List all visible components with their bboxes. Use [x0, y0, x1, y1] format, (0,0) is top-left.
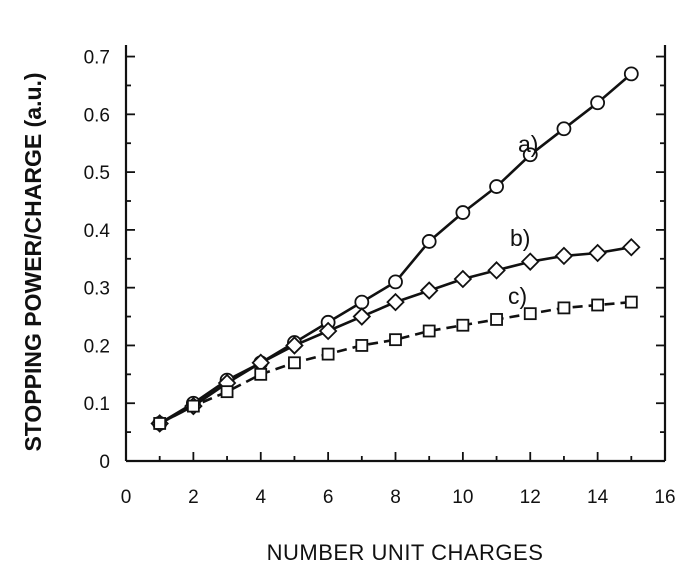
series-labels: a) b) c) — [508, 131, 538, 309]
series-2-point-13 — [554, 246, 574, 266]
series-3-point-8 — [389, 333, 402, 347]
y-tick-label: 0.7 — [84, 48, 110, 69]
series-3-point-1 — [153, 417, 167, 430]
series-1-point-14 — [590, 95, 606, 111]
series-1-point-12 — [522, 147, 538, 163]
y-tick-label: 0.5 — [84, 163, 110, 184]
x-tick-label: 6 — [323, 487, 334, 508]
series-3-point-5 — [288, 356, 301, 370]
x-tick-label: 2 — [188, 487, 199, 508]
y-tick-label: 0.3 — [84, 279, 110, 300]
series-2-point-9 — [419, 281, 439, 300]
x-tick-label: 8 — [390, 487, 401, 508]
x-tick-label: 12 — [520, 487, 541, 508]
series-2-point-7 — [352, 307, 372, 326]
y-axis-title: STOPPING POWER/CHARGE (a.u.) — [20, 72, 46, 451]
series-2-point-15 — [622, 237, 641, 257]
series-2-point-6 — [318, 321, 338, 341]
series-1-point-10 — [455, 205, 471, 220]
x-tick-label: 14 — [587, 487, 609, 508]
series-1-point-7 — [354, 294, 370, 310]
series-3-point-10 — [456, 318, 470, 332]
series-1-point-8 — [388, 274, 403, 290]
y-tick-label: 0.2 — [84, 336, 110, 357]
series-3-point-14 — [591, 298, 605, 312]
series-3-point-15 — [624, 295, 638, 309]
x-axis-title: NUMBER UNIT CHARGES — [267, 540, 544, 565]
series-3-point-13 — [557, 301, 571, 315]
series-2-point-14 — [588, 243, 607, 263]
y-tick-label: 0.1 — [84, 394, 110, 415]
series-3-point-4 — [254, 367, 268, 381]
series-1-point-9 — [421, 234, 437, 249]
tick-labels: 0 0.1 0.2 0.3 0.4 0.5 0.6 0.7 0 2 4 6 8 10 12 14 16 — [84, 48, 676, 508]
series-3-point-11 — [490, 313, 503, 326]
series-1-point-15 — [623, 66, 639, 82]
series-2-point-8 — [386, 292, 405, 312]
series-label-b: b) — [510, 225, 530, 251]
series-1-point-11 — [489, 179, 504, 194]
series-3-point-6 — [321, 347, 335, 361]
series-label-c: c) — [508, 283, 527, 309]
series-3-point-12 — [523, 307, 537, 321]
series-line-3 — [159, 300, 632, 425]
series-2-point-5 — [285, 336, 304, 355]
series-label-a: a) — [518, 131, 538, 157]
series-3-point-2 — [186, 399, 200, 413]
x-tick-label: 16 — [654, 487, 675, 508]
y-tick-label: 0.4 — [84, 221, 111, 242]
y-tick-label: 0 — [99, 452, 110, 473]
x-tick-label: 10 — [452, 487, 473, 508]
y-tick-label: 0.6 — [84, 105, 110, 126]
axis-ticks — [125, 55, 666, 462]
series-3-point-9 — [422, 324, 436, 338]
x-tick-label: 0 — [121, 487, 132, 508]
series-1-point-13 — [556, 121, 572, 137]
series-3-point-3 — [220, 385, 234, 399]
series-2-point-12 — [520, 252, 540, 271]
series-markers — [150, 66, 641, 433]
series-3-point-7 — [355, 339, 369, 352]
x-tick-label: 4 — [255, 487, 266, 508]
series-2-point-11 — [487, 261, 506, 280]
series-2-point-10 — [453, 269, 473, 289]
